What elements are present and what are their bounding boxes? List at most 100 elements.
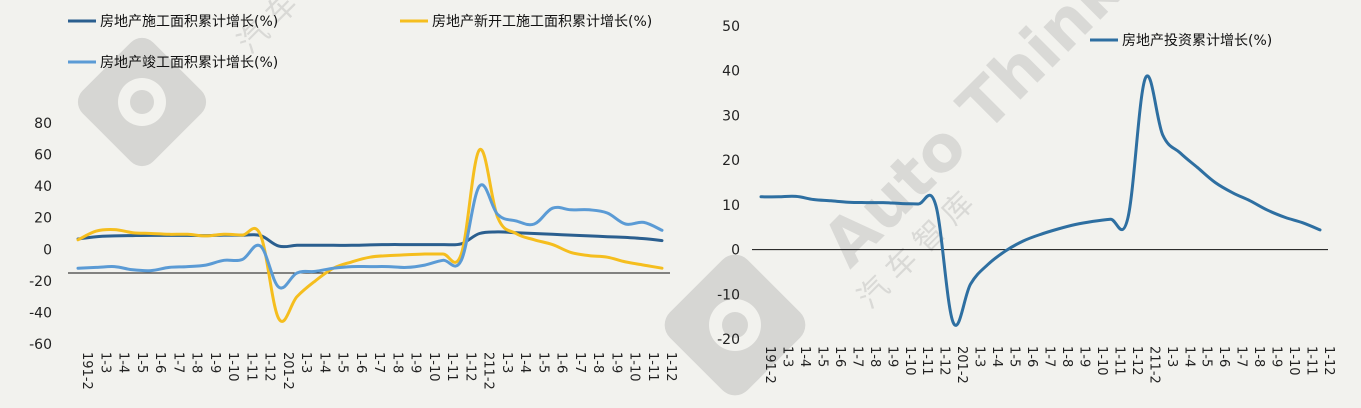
x-tick-label: 1-7 xyxy=(170,352,185,373)
x-tick-label: 1-3 xyxy=(1164,346,1179,367)
x-tick-label: 211-2 xyxy=(1146,346,1161,384)
x-tick-label: 1-5 xyxy=(335,352,350,373)
legend-label-0: 房地产施工面积累计增长(%) xyxy=(100,14,278,30)
x-tick-label: 1-3 xyxy=(499,352,514,373)
x-tick-label: 1-9 xyxy=(408,352,423,373)
x-tick-label: 1-12 xyxy=(1129,346,1144,376)
y-tick-label: 40 xyxy=(34,179,52,195)
x-tick-label: 191-2 xyxy=(762,346,777,384)
x-tick-label: 1-10 xyxy=(225,352,240,382)
x-tick-label: 1-7 xyxy=(371,352,386,373)
x-tick-label: 1-3 xyxy=(780,346,795,367)
x-tick-label: 1-10 xyxy=(1286,346,1301,376)
x-tick-label: 1-10 xyxy=(1094,346,1109,376)
x-tick-label: 1-11 xyxy=(1304,346,1319,376)
y-tick-label: -40 xyxy=(29,305,52,321)
x-tick-label: 1-8 xyxy=(590,352,605,373)
x-tick-label: 1-4 xyxy=(517,352,532,373)
x-tick-label: 1-10 xyxy=(426,352,441,382)
x-tick-label: 1-4 xyxy=(989,346,1004,367)
x-tick-label: 1-5 xyxy=(1199,346,1214,367)
x-tick-label: 1-11 xyxy=(243,352,258,382)
x-tick-label: 201-2 xyxy=(954,346,969,384)
x-tick-label: 1-6 xyxy=(1216,346,1231,367)
x-tick-label: 1-4 xyxy=(116,352,131,373)
x-tick-label: 1-6 xyxy=(554,352,569,373)
y-tick-label: 60 xyxy=(34,148,52,164)
x-tick-label: 1-12 xyxy=(262,352,277,382)
y-tick-label: 10 xyxy=(722,198,740,214)
y-tick-label: 20 xyxy=(34,211,52,227)
plot-left xyxy=(76,148,664,323)
x-tick-label: 1-5 xyxy=(1007,346,1022,367)
x-tick-label: 1-4 xyxy=(797,346,812,367)
watermark-logo-left xyxy=(77,37,207,167)
x-tick-label: 1-9 xyxy=(884,346,899,367)
x-tick-label: 191-2 xyxy=(79,352,94,390)
x-tick-label: 1-4 xyxy=(316,352,331,373)
x-tick-label: 1-5 xyxy=(134,352,149,373)
x-tick-label: 1-9 xyxy=(608,352,623,373)
x-tick-label: 1-12 xyxy=(462,352,477,382)
y-tick-label: 80 xyxy=(34,116,52,132)
y-tick-label: 50 xyxy=(722,19,740,35)
x-tick-label: 1-8 xyxy=(1251,346,1266,367)
x-tick-label: 1-9 xyxy=(1269,346,1284,367)
x-tick-label: 1-12 xyxy=(663,352,678,382)
x-tick-label: 1-8 xyxy=(1059,346,1074,367)
y-tick-label: -20 xyxy=(29,274,52,290)
x-tick-label: 1-3 xyxy=(298,352,313,373)
legend-label-0: 房地产投资累计增长(%) xyxy=(1122,33,1272,49)
x-tick-label: 1-3 xyxy=(97,352,112,373)
x-tick-label: 1-9 xyxy=(207,352,222,373)
legend-left: 房地产施工面积累计增长(%) 房地产新开工施工面积累计增长(%) 房地产竣工面积累计… xyxy=(68,14,652,71)
x-tick-label: 1-6 xyxy=(353,352,368,373)
x-tick-label: 1-6 xyxy=(152,352,167,373)
legend-label-2: 房地产竣工面积累计增长(%) xyxy=(100,55,278,71)
y-tick-label: 0 xyxy=(43,242,52,258)
x-axis-left: 191-2 1-3 1-4 1-5 1-6 1-7 1-8 1-9 1-10 1-11 1-12 20… xyxy=(79,352,678,390)
x-tick-label: 1-5 xyxy=(535,352,550,373)
x-tick-label: 1-7 xyxy=(572,352,587,373)
y-axis-left: 80 60 40 20 0 -20 -40 -60 xyxy=(29,116,670,353)
y-tick-label: 0 xyxy=(731,243,740,259)
x-tick-label: 1-7 xyxy=(1234,346,1249,367)
y-tick-label: -20 xyxy=(717,332,740,348)
x-tick-label: 1-12 xyxy=(1321,346,1336,376)
watermark-logo-right xyxy=(664,254,806,396)
x-tick-label: 1-7 xyxy=(849,346,864,367)
x-tick-label: 1-8 xyxy=(189,352,204,373)
x-tick-label: 1-7 xyxy=(1042,346,1057,367)
y-axis-right: 50 40 30 20 10 0 -10 -20 xyxy=(717,19,1328,348)
legend-label-1: 房地产新开工施工面积累计增长(%) xyxy=(432,14,652,30)
x-tick-label: 1-10 xyxy=(627,352,642,382)
x-tick-label: 1-12 xyxy=(937,346,952,376)
x-tick-label: 1-4 xyxy=(1181,346,1196,367)
x-tick-label: 1-11 xyxy=(919,346,934,376)
x-tick-label: 1-11 xyxy=(444,352,459,382)
x-tick-label: 1-11 xyxy=(1111,346,1126,376)
y-tick-label: -10 xyxy=(717,287,740,303)
series-line-1 xyxy=(76,148,664,323)
x-tick-label: 1-5 xyxy=(814,346,829,367)
x-tick-label: 211-2 xyxy=(481,352,496,390)
x-tick-label: 1-10 xyxy=(902,346,917,376)
x-tick-label: 1-6 xyxy=(832,346,847,367)
plot-right xyxy=(759,74,1322,327)
x-tick-label: 1-11 xyxy=(645,352,660,382)
x-tick-label: 1-6 xyxy=(1024,346,1039,367)
y-tick-label: -60 xyxy=(29,337,52,353)
y-tick-label: 30 xyxy=(722,108,740,124)
y-tick-label: 20 xyxy=(722,153,740,169)
legend-right: 房地产投资累计增长(%) xyxy=(1090,33,1272,49)
x-tick-label: 1-8 xyxy=(867,346,882,367)
y-tick-label: 40 xyxy=(722,64,740,80)
x-tick-label: 1-3 xyxy=(972,346,987,367)
x-tick-label: 1-8 xyxy=(389,352,404,373)
x-axis-right: 191-2 1-3 1-4 1-5 1-6 1-7 1-8 1-9 1-10 1-11 1-12 20… xyxy=(762,346,1336,384)
series-line-0 xyxy=(759,74,1322,327)
